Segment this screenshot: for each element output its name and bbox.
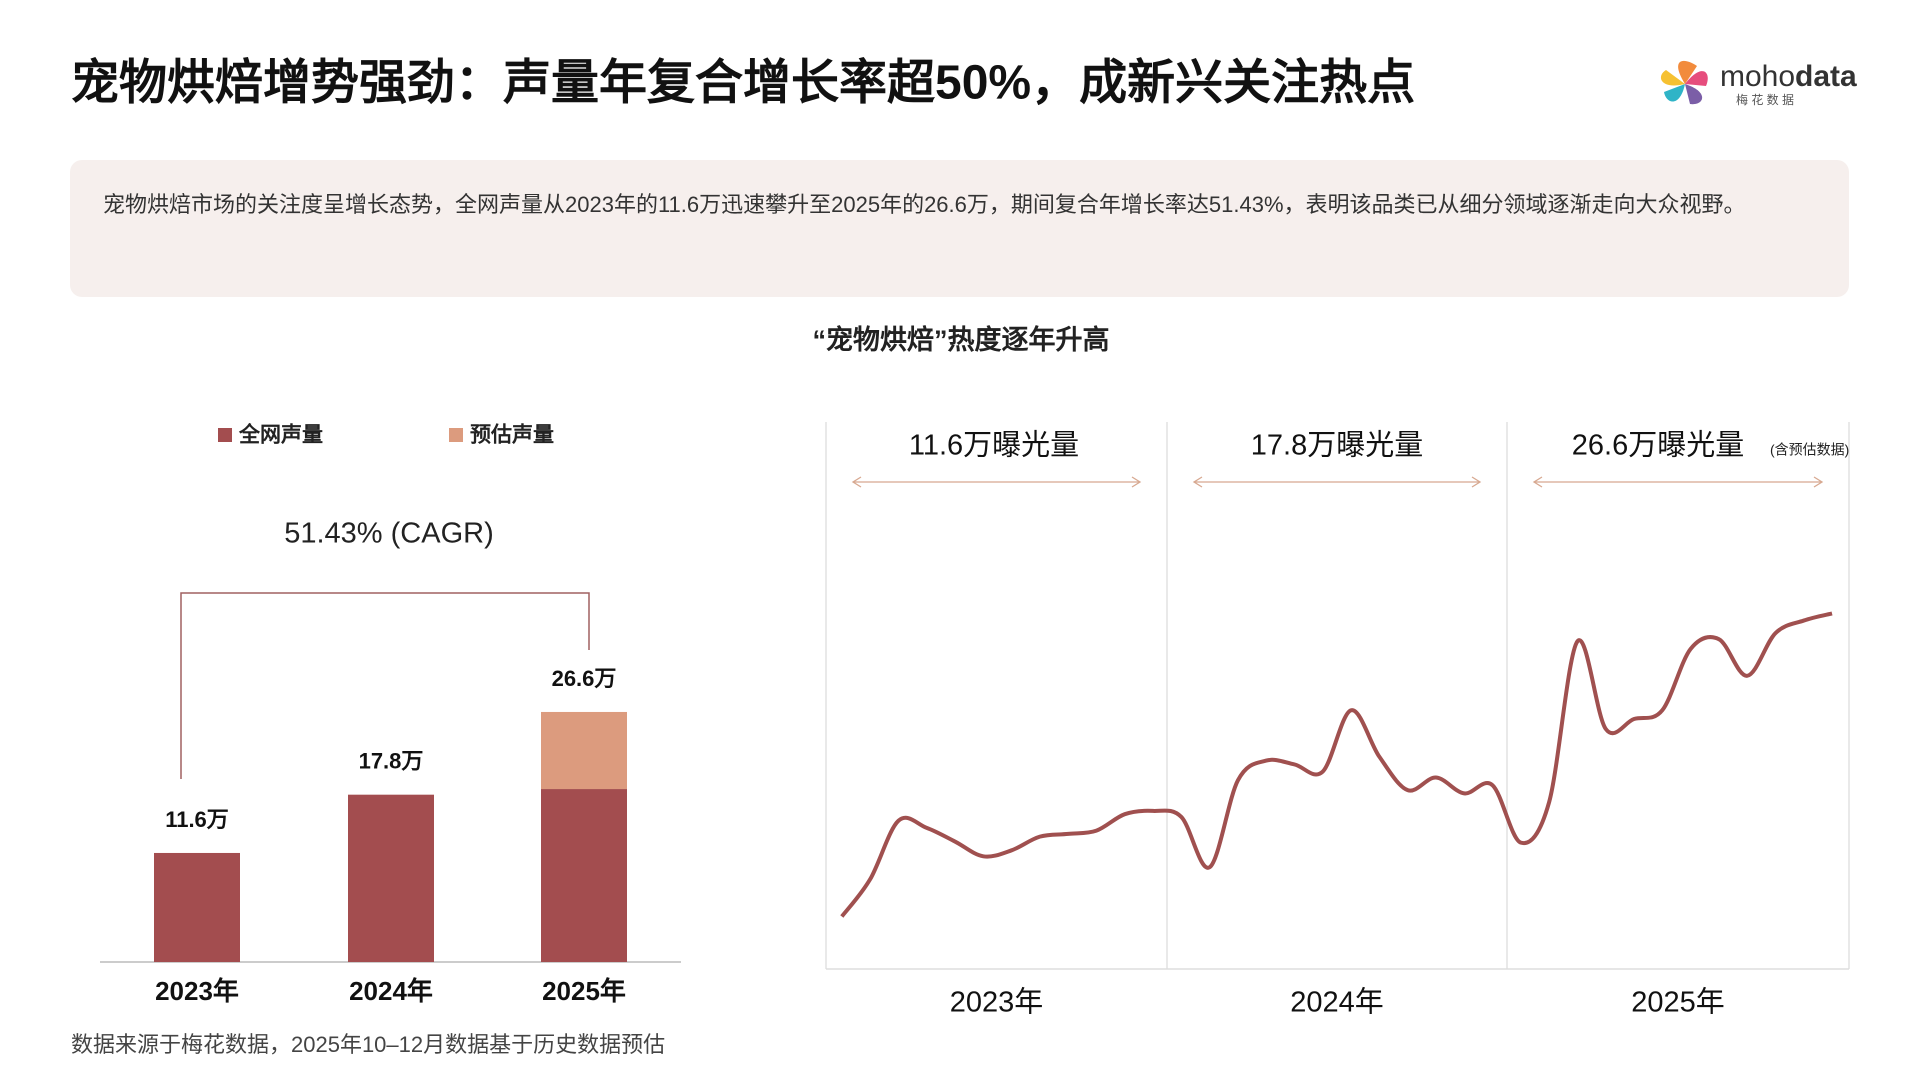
segment-label: 26.6万曝光量 (1572, 429, 1744, 462)
legend-label: 全网声量 (238, 423, 323, 447)
legend-swatch (218, 428, 232, 442)
logo-bold: data (1795, 60, 1857, 93)
bar (541, 711, 627, 790)
logo: mohodata 梅 花 数 据 (1660, 60, 1857, 107)
logo-name: mohodata (1720, 60, 1857, 93)
title: 宠物烘焙增势强劲：声量年复合增长率超50%，成新兴关注热点 (71, 57, 1415, 110)
segment-label: 17.8万曝光量 (1251, 429, 1423, 462)
logo-petal (1664, 84, 1685, 102)
segment-label: 11.6万曝光量 (909, 429, 1079, 462)
segment-note: (含预估数据) (1770, 442, 1849, 458)
logo-petal (1660, 70, 1685, 86)
line (840, 611, 1833, 918)
bar (541, 789, 627, 962)
summary-box (70, 160, 1849, 297)
summary: 宠物烘焙市场的关注度呈增长态势，全网声量从2023年的11.6万迅速攀升至202… (103, 192, 1746, 217)
total-label: 17.8万 (359, 748, 424, 773)
summary-wrap: 宠物烘焙市场的关注度呈增长态势，全网声量从2023年的11.6万迅速攀升至202… (103, 192, 1746, 217)
x-tick-label: 2025年 (542, 976, 626, 1006)
x-tick-label: 2024年 (349, 976, 433, 1006)
total-label: 11.6万 (165, 807, 229, 832)
legend-label: 预估声量 (470, 423, 554, 447)
cagr-bracket (180, 592, 590, 779)
range-arrow (851, 476, 1142, 488)
range-arrow (1532, 476, 1824, 488)
x-tick-label: 2024年 (1290, 986, 1384, 1019)
range-arrow (1192, 476, 1482, 488)
annotation: 51.43% (CAGR) (284, 518, 494, 550)
logo-petal (1685, 71, 1708, 86)
logo-petal (1685, 84, 1703, 105)
logo-sub: 梅 花 数 据 (1736, 92, 1794, 107)
bar (154, 852, 240, 962)
footer: 数据来源于梅花数据，2025年10–12月数据基于历史数据预估 (71, 1032, 665, 1057)
x-tick-label: 2023年 (155, 976, 239, 1006)
bar (348, 794, 434, 962)
chart-title: “宠物烘焙”热度逐年升高 (813, 324, 1110, 355)
logo-petal (1678, 60, 1697, 84)
logo-light: moho (1720, 60, 1795, 93)
x-tick-label: 2025年 (1631, 986, 1725, 1019)
x-tick-label: 2023年 (950, 986, 1044, 1019)
total-label: 26.6万 (552, 666, 617, 691)
legend-swatch (449, 428, 463, 442)
